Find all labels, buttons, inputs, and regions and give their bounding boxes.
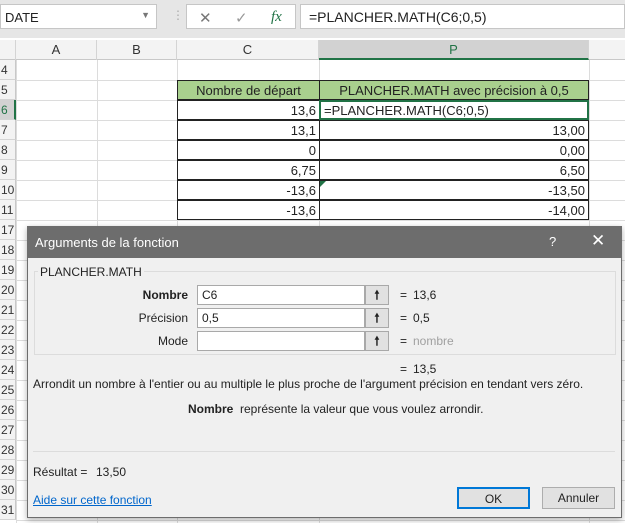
- row-header-9[interactable]: 9: [0, 160, 16, 180]
- gridline: [16, 60, 17, 523]
- collapse-dialog-icon[interactable]: 🠕: [365, 331, 389, 351]
- floor-result-cell[interactable]: -13,50: [319, 180, 589, 200]
- row-header-4[interactable]: 4: [0, 60, 16, 80]
- name-box-value: DATE: [5, 10, 39, 25]
- function-arguments-dialog: Arguments de la fonction ? ✕ PLANCHER.MA…: [27, 226, 622, 518]
- active-cell[interactable]: =PLANCHER.MATH(C6;0,5): [319, 100, 589, 120]
- mode-input[interactable]: [197, 331, 365, 351]
- row-header-30[interactable]: 30: [0, 480, 16, 500]
- row-header-25[interactable]: 25: [0, 380, 16, 400]
- select-all-corner[interactable]: [0, 40, 16, 60]
- precision-input[interactable]: 0,5: [197, 308, 365, 328]
- function-description: Arrondit un nombre à l'entier ou au mult…: [33, 377, 584, 391]
- row-header-24[interactable]: 24: [0, 360, 16, 380]
- start-value-cell[interactable]: -13,6: [177, 180, 320, 200]
- equals-sign: =: [400, 288, 408, 302]
- nombre-result: 13,6: [413, 288, 437, 302]
- arg-label-nombre: Nombre: [142, 288, 188, 302]
- row-header-6[interactable]: 6: [0, 100, 16, 120]
- row-header-31[interactable]: 31: [0, 500, 16, 520]
- header-cell-floor[interactable]: PLANCHER.MATH avec précision à 0,5: [319, 80, 589, 100]
- row-header-28[interactable]: 28: [0, 440, 16, 460]
- function-name: PLANCHER.MATH: [38, 265, 144, 279]
- row-header-20[interactable]: 20: [0, 280, 16, 300]
- row-header-29[interactable]: 29: [0, 460, 16, 480]
- arg-label-precision: Précision: [138, 311, 188, 325]
- equals-sign: =: [400, 362, 408, 376]
- arg-name: Nombre: [188, 402, 234, 416]
- formula-result: 13,5: [413, 362, 437, 376]
- chevron-down-icon[interactable]: ▼: [141, 10, 150, 20]
- gridline: [16, 520, 625, 521]
- row-header-26[interactable]: 26: [0, 400, 16, 420]
- arguments-group: [34, 271, 616, 355]
- help-link[interactable]: Aide sur cette fonction: [33, 493, 152, 507]
- result-value: 13,50: [96, 465, 127, 479]
- nombre-input[interactable]: C6: [197, 285, 365, 305]
- cancel-button[interactable]: Annuler: [542, 487, 615, 509]
- row-header-19[interactable]: 19: [0, 260, 16, 280]
- help-icon[interactable]: ?: [549, 234, 557, 249]
- precision-result: 0,5: [413, 311, 430, 325]
- formula-input[interactable]: =PLANCHER.MATH(C6;0,5): [300, 4, 625, 29]
- gridline: [16, 220, 625, 221]
- row-header-11[interactable]: 11: [0, 200, 16, 220]
- close-icon[interactable]: ✕: [591, 231, 606, 250]
- column-header-p[interactable]: P: [319, 40, 589, 60]
- check-icon[interactable]: ✓: [235, 10, 248, 27]
- row-header-10[interactable]: 10: [0, 180, 16, 200]
- floor-result-cell[interactable]: 13,00: [319, 120, 589, 140]
- fx-icon[interactable]: fx: [271, 9, 282, 25]
- result-label: Résultat =: [33, 465, 88, 479]
- column-header-c[interactable]: C: [177, 40, 319, 60]
- drag-handle-icon[interactable]: ⋮: [172, 8, 184, 22]
- row-header-17[interactable]: 17: [0, 220, 16, 240]
- start-value-cell[interactable]: 6,75: [177, 160, 320, 180]
- start-value-cell[interactable]: 0: [177, 140, 320, 160]
- column-header-a[interactable]: A: [16, 40, 97, 60]
- column-headers: A B C P: [0, 40, 625, 60]
- start-value-cell[interactable]: 13,6: [177, 100, 320, 120]
- row-header-7[interactable]: 7: [0, 120, 16, 140]
- divider: [33, 451, 615, 452]
- error-indicator-icon: [320, 181, 326, 187]
- floor-result-cell[interactable]: 0,00: [319, 140, 589, 160]
- start-value-cell[interactable]: 13,1: [177, 120, 320, 140]
- row-header-21[interactable]: 21: [0, 300, 16, 320]
- collapse-dialog-icon[interactable]: 🠕: [365, 285, 389, 305]
- dialog-title-bar: Arguments de la fonction ? ✕: [28, 227, 621, 258]
- floor-result-cell[interactable]: -14,00: [319, 200, 589, 220]
- arg-description: représente la valeur que vous voulez arr…: [240, 402, 484, 416]
- equals-sign: =: [400, 311, 408, 325]
- floor-result-cell[interactable]: 6,50: [319, 160, 589, 180]
- collapse-dialog-icon[interactable]: 🠕: [365, 308, 389, 328]
- row-header-22[interactable]: 22: [0, 320, 16, 340]
- name-box[interactable]: DATE ▼: [0, 4, 157, 29]
- start-value-cell[interactable]: -13,6: [177, 200, 320, 220]
- column-header-b[interactable]: B: [97, 40, 177, 60]
- row-header-8[interactable]: 8: [0, 140, 16, 160]
- row-header-23[interactable]: 23: [0, 340, 16, 360]
- mode-result: nombre: [413, 334, 454, 348]
- row-header-27[interactable]: 27: [0, 420, 16, 440]
- arg-label-mode: Mode: [157, 334, 188, 348]
- dialog-title: Arguments de la fonction: [35, 235, 179, 250]
- cancel-icon[interactable]: ✕: [199, 10, 212, 27]
- row-header-18[interactable]: 18: [0, 240, 16, 260]
- ok-button[interactable]: OK: [457, 487, 530, 509]
- header-cell-start[interactable]: Nombre de départ: [177, 80, 320, 100]
- equals-sign: =: [400, 334, 408, 348]
- row-header-5[interactable]: 5: [0, 80, 16, 100]
- formula-buttons: ✕ ✓ fx: [186, 4, 296, 29]
